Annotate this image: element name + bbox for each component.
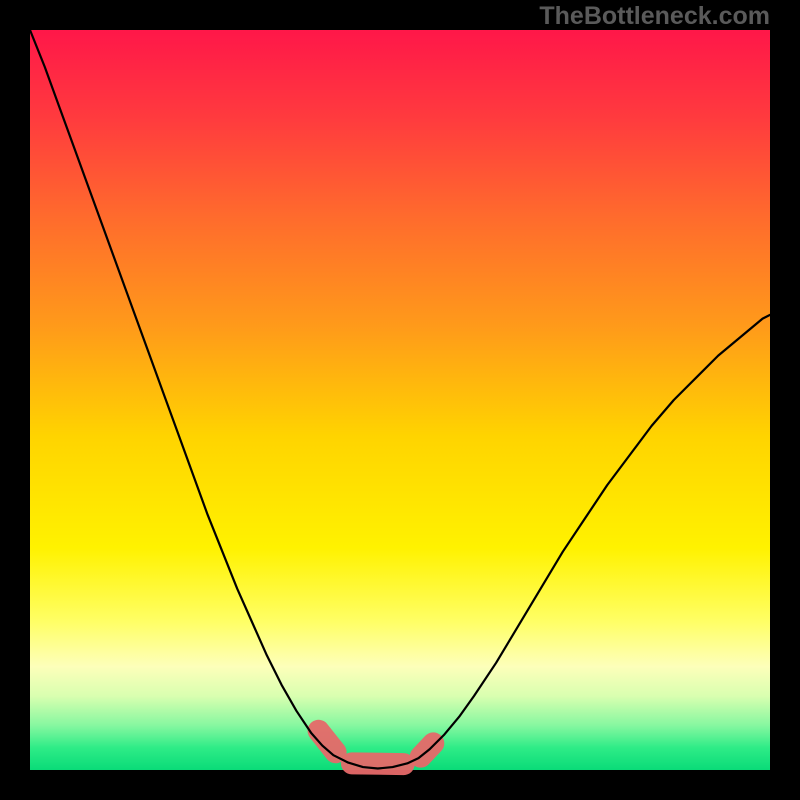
watermark-text: TheBottleneck.com bbox=[539, 2, 770, 31]
plot-background-gradient bbox=[30, 30, 770, 770]
chart-stage: TheBottleneck.com bbox=[0, 0, 800, 800]
